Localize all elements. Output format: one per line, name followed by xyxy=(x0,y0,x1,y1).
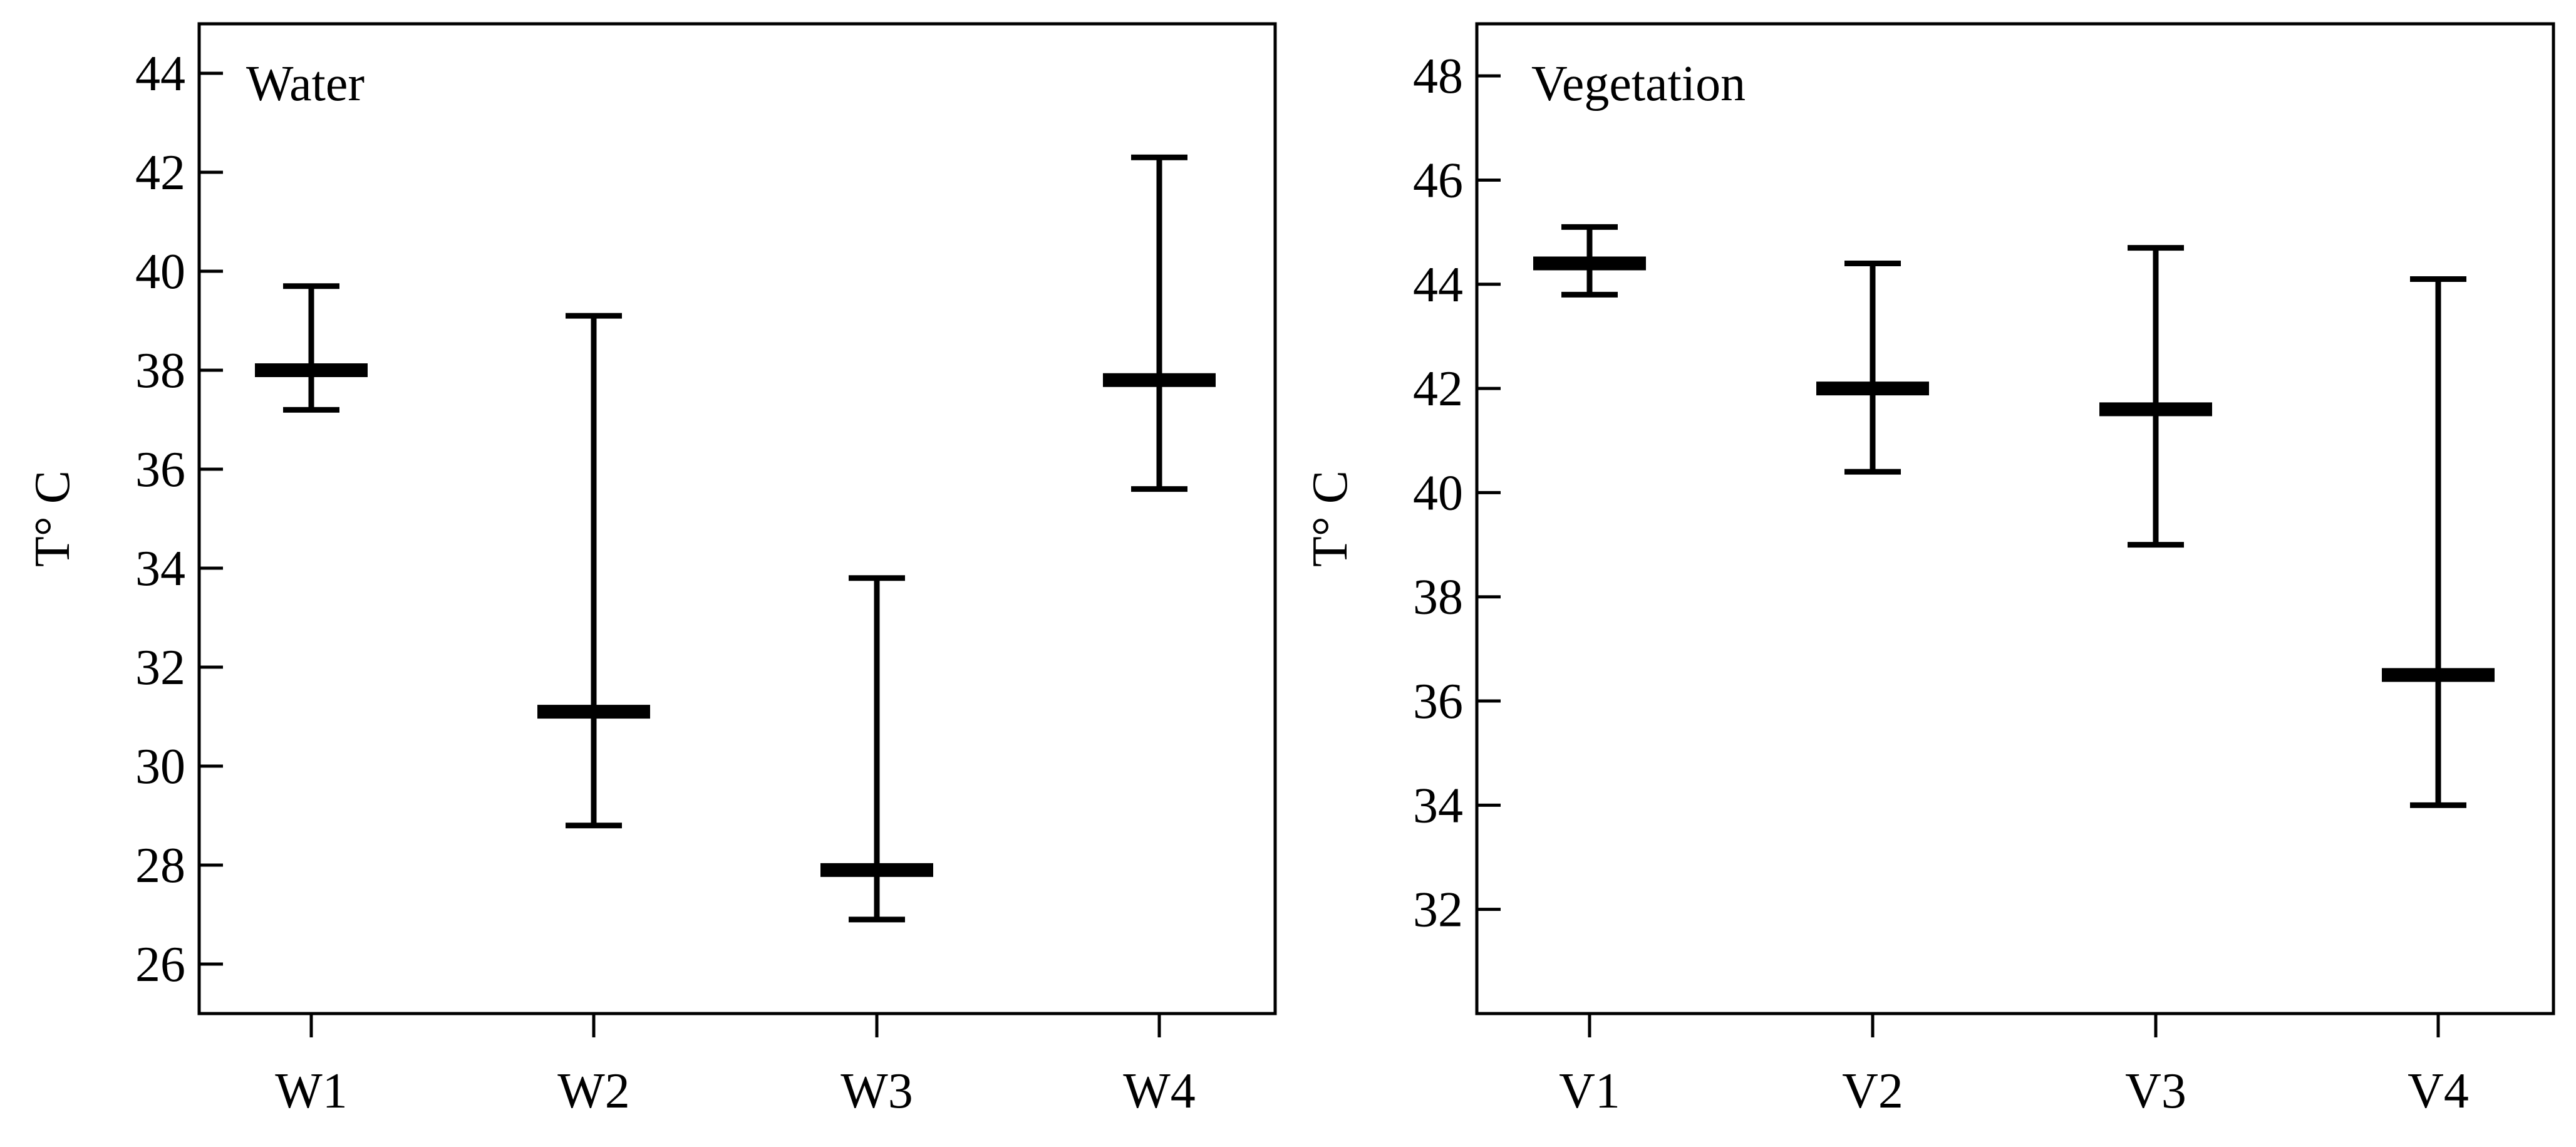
y-tick-label: 42 xyxy=(1413,361,1463,417)
x-category-label: V1 xyxy=(1559,1064,1620,1119)
x-category-label: W3 xyxy=(841,1064,913,1119)
vegetation-error-bars xyxy=(1533,224,2495,808)
water-x-ticks: W1 W2 W3 W4 xyxy=(275,1014,1196,1119)
y-tick-label: 40 xyxy=(135,244,185,299)
water-plot-frame xyxy=(197,22,1277,1015)
water-y-ticks: 26 28 30 32 34 36 38 40 42 44 xyxy=(135,46,223,992)
error-bar-w2 xyxy=(537,313,650,829)
y-tick-label: 28 xyxy=(135,838,185,893)
y-tick-label: 34 xyxy=(1413,778,1463,833)
error-bar-w4 xyxy=(1103,154,1216,492)
y-tick-label: 32 xyxy=(1413,883,1463,938)
y-tick-label: 26 xyxy=(135,937,185,992)
y-tick-label: 38 xyxy=(135,343,185,398)
y-tick-label: 34 xyxy=(135,541,185,596)
y-tick-label: 46 xyxy=(1413,153,1463,208)
y-tick-label: 44 xyxy=(1413,257,1463,313)
x-category-label: W2 xyxy=(557,1064,630,1119)
water-y-axis-label: T° C xyxy=(25,470,80,567)
y-tick-label: 30 xyxy=(135,739,185,794)
water-error-bars xyxy=(255,154,1216,923)
y-tick-label: 32 xyxy=(135,640,185,695)
water-panel: Water T° C 26 28 30 32 34 36 38 40 42 44 W1 W2 W3 W4 xyxy=(25,22,1277,1119)
error-bar-w3 xyxy=(820,575,933,923)
error-bar-v1 xyxy=(1533,224,1646,298)
y-tick-label: 36 xyxy=(135,442,185,497)
x-category-label: W1 xyxy=(275,1064,348,1119)
vegetation-x-ticks: V1 V2 V3 V4 xyxy=(1559,1014,2469,1119)
error-bar-v4 xyxy=(2382,276,2495,808)
vegetation-plot-frame xyxy=(1475,22,2555,1015)
y-tick-label: 36 xyxy=(1413,674,1463,729)
x-category-label: V4 xyxy=(2408,1064,2469,1119)
y-tick-label: 42 xyxy=(135,145,185,200)
y-tick-label: 40 xyxy=(1413,465,1463,521)
water-panel-title: Water xyxy=(246,56,365,112)
x-category-label: V2 xyxy=(1842,1064,1903,1119)
x-category-label: W4 xyxy=(1123,1064,1196,1119)
error-bar-v3 xyxy=(2099,245,2212,548)
vegetation-panel-title: Vegetation xyxy=(1531,56,1746,112)
vegetation-y-ticks: 32 34 36 38 40 42 44 46 48 xyxy=(1413,49,1501,938)
y-tick-label: 38 xyxy=(1413,570,1463,625)
x-category-label: V3 xyxy=(2125,1064,2186,1119)
vegetation-y-axis-label: T° C xyxy=(1303,470,1358,567)
error-bar-v2 xyxy=(1816,261,1929,475)
y-tick-label: 48 xyxy=(1413,49,1463,104)
error-bar-w1 xyxy=(255,283,368,413)
y-tick-label: 44 xyxy=(135,46,185,101)
